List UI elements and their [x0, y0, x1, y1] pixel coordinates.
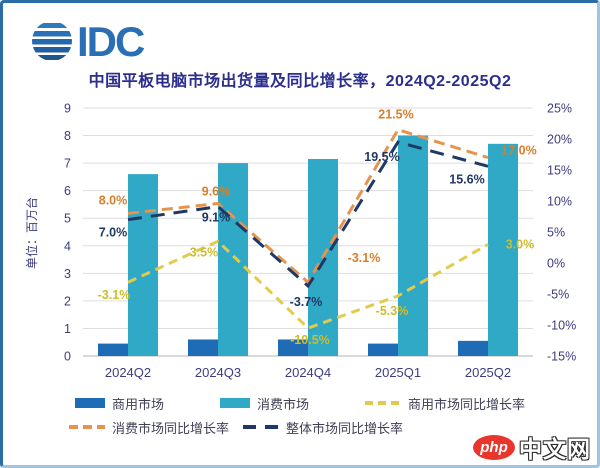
- consumer-bar-swatch-icon: [220, 398, 251, 408]
- svg-text:17.0%: 17.0%: [501, 144, 536, 158]
- svg-text:4: 4: [64, 239, 71, 253]
- svg-text:-3.1%: -3.1%: [98, 288, 131, 302]
- svg-text:1: 1: [64, 322, 71, 336]
- legend-item-overall-growth: 整体市场同比增长率: [243, 418, 403, 437]
- idc-logo: IDC: [32, 18, 147, 65]
- legend-item-consumer-market: 消费市场: [220, 394, 309, 413]
- svg-text:0: 0: [64, 350, 71, 364]
- svg-text:20%: 20%: [547, 133, 572, 147]
- svg-text:3: 3: [64, 267, 71, 281]
- svg-text:-5%: -5%: [547, 288, 569, 302]
- legend-item-consumer-growth: 消费市场同比增长率: [69, 418, 229, 437]
- svg-text:-10.5%: -10.5%: [290, 333, 330, 347]
- svg-text:7: 7: [64, 157, 71, 171]
- idc-globe-icon: [32, 23, 72, 60]
- svg-text:8.0%: 8.0%: [99, 193, 128, 207]
- svg-text:2024Q4: 2024Q4: [285, 365, 331, 380]
- svg-text:0%: 0%: [547, 257, 565, 271]
- svg-text:2025Q2: 2025Q2: [465, 365, 511, 380]
- svg-text:2024Q3: 2024Q3: [195, 365, 241, 380]
- svg-text:9: 9: [64, 102, 71, 116]
- svg-text:21.5%: 21.5%: [378, 108, 413, 122]
- svg-text:-10%: -10%: [547, 319, 576, 333]
- svg-text:6: 6: [64, 184, 71, 198]
- svg-text:9.6%: 9.6%: [202, 184, 231, 198]
- svg-text:8: 8: [64, 129, 71, 143]
- svg-text:2025Q1: 2025Q1: [375, 365, 421, 380]
- consumer-growth-dash-icon: [69, 425, 105, 429]
- svg-text:-3.7%: -3.7%: [290, 295, 323, 309]
- svg-text:15%: 15%: [547, 164, 572, 178]
- legend-item-commercial-growth: 商用市场同比增长率: [365, 394, 525, 413]
- chart-title: 中国平板电脑市场出货量及同比增长率，2024Q2-2025Q2: [88, 73, 512, 90]
- svg-text:19.5%: 19.5%: [364, 150, 399, 164]
- svg-text:3.0%: 3.0%: [506, 237, 535, 251]
- legend: 商用市场 消费市场 商用市场同比增长率 消费市场同比增长率 整体市场同比增长率: [3, 391, 597, 439]
- svg-text:10%: 10%: [547, 195, 572, 209]
- idc-logo-text: IDC: [77, 18, 145, 65]
- svg-text:2: 2: [64, 294, 71, 308]
- legend-label: 消费市场: [257, 396, 310, 412]
- php-cn-watermark: php 中文网: [473, 430, 591, 464]
- legend-label: 商用市场同比增长率: [408, 396, 526, 412]
- svg-text:7.0%: 7.0%: [99, 226, 128, 240]
- commercial-growth-dash-icon: [365, 401, 402, 405]
- commercial-bar-swatch-icon: [75, 398, 105, 408]
- legend-label: 整体市场同比增长率: [286, 420, 404, 436]
- svg-text:5%: 5%: [547, 226, 565, 240]
- svg-text:3.5%: 3.5%: [190, 245, 219, 259]
- legend-label: 商用市场: [112, 396, 165, 412]
- svg-text:5: 5: [64, 212, 71, 226]
- svg-text:-3.1%: -3.1%: [348, 251, 381, 265]
- legend-item-commercial-market: 商用市场: [75, 394, 164, 413]
- svg-text:-5.3%: -5.3%: [376, 304, 409, 318]
- svg-text:9.1%: 9.1%: [202, 211, 231, 225]
- svg-text:-15%: -15%: [547, 350, 576, 364]
- watermark-text: 中文网: [519, 436, 591, 462]
- plot-area: 9 8 7 6 5 4 3 2 1 0 25% 20% 15% 10% 5% 0% -5% -10% -15% -3.…: [64, 102, 576, 381]
- legend-label: 消费市场同比增长率: [112, 420, 230, 436]
- svg-text:15.6%: 15.6%: [449, 172, 484, 186]
- php-badge-icon: php: [473, 434, 515, 460]
- overall-growth-dash-icon: [243, 425, 280, 429]
- svg-text:2024Q2: 2024Q2: [105, 365, 151, 380]
- svg-text:25%: 25%: [547, 102, 572, 116]
